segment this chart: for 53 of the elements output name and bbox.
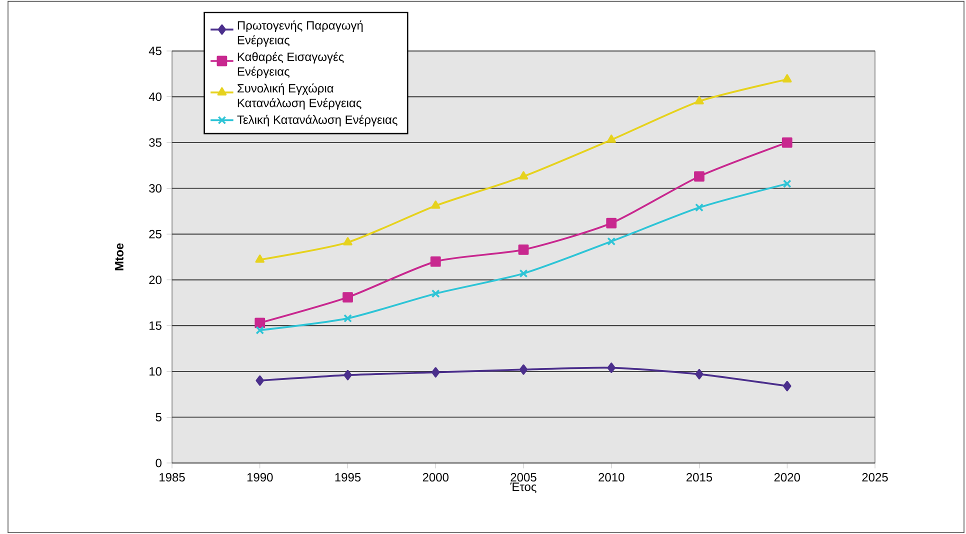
point [256, 326, 264, 334]
point [695, 203, 704, 212]
y-tick-label: 5 [156, 413, 162, 422]
point [256, 375, 264, 386]
point [343, 237, 352, 246]
point [431, 289, 440, 298]
x-tick-label: 2000 [422, 473, 449, 482]
point [431, 367, 440, 378]
point [254, 318, 266, 328]
legend-label: Συνολική Εγχώρια Κατανάλωση Ενέργειας [238, 83, 362, 110]
x-tick-label: 1985 [160, 473, 185, 482]
x-tick-label: 2005 [510, 473, 536, 482]
point [342, 292, 353, 302]
x-tick-label: 1995 [335, 473, 361, 482]
point [782, 180, 792, 188]
x-axis-title: Έτος [510, 482, 536, 494]
x-tick-label: 2015 [686, 473, 712, 482]
legend-label: Τελική Κατανάλωση Ενέργειας [237, 114, 398, 126]
y-tick-label: 20 [149, 276, 162, 284]
point [431, 200, 440, 209]
x-tick-label: 2025 [862, 473, 888, 482]
point [519, 269, 528, 278]
legend-label: Πρωτογενής Παραγωγή Ενέργειας [238, 20, 363, 47]
point [607, 237, 616, 246]
y-tick-label: 25 [149, 230, 162, 238]
y-tick-label: 45 [148, 46, 162, 56]
y-tick-label: 35 [149, 138, 162, 147]
y-axis-title: Mtoe [115, 243, 124, 270]
point [430, 256, 441, 267]
point [344, 370, 352, 380]
point [519, 364, 528, 375]
x-tick-label: 2010 [598, 473, 624, 482]
legend-label: Καθαρές Εισαγωγές Ενέργειας [238, 52, 344, 78]
y-tick-label: 30 [149, 184, 162, 193]
point [694, 96, 704, 104]
y-tick-label: 0 [156, 458, 162, 468]
point [782, 137, 792, 148]
y-tick-label: 40 [148, 92, 162, 102]
point [606, 134, 616, 143]
point [518, 244, 529, 255]
point [518, 171, 528, 180]
point [694, 171, 704, 182]
point [607, 362, 616, 373]
point [782, 380, 792, 392]
x-tick-label: 2020 [774, 473, 800, 482]
point [344, 314, 352, 323]
y-tick-label: 10 [150, 367, 162, 376]
x-tick-label: 1990 [247, 473, 273, 482]
point [695, 368, 704, 380]
point [606, 218, 617, 228]
y-tick-label: 15 [150, 321, 162, 330]
point [782, 74, 792, 82]
point [255, 254, 265, 263]
